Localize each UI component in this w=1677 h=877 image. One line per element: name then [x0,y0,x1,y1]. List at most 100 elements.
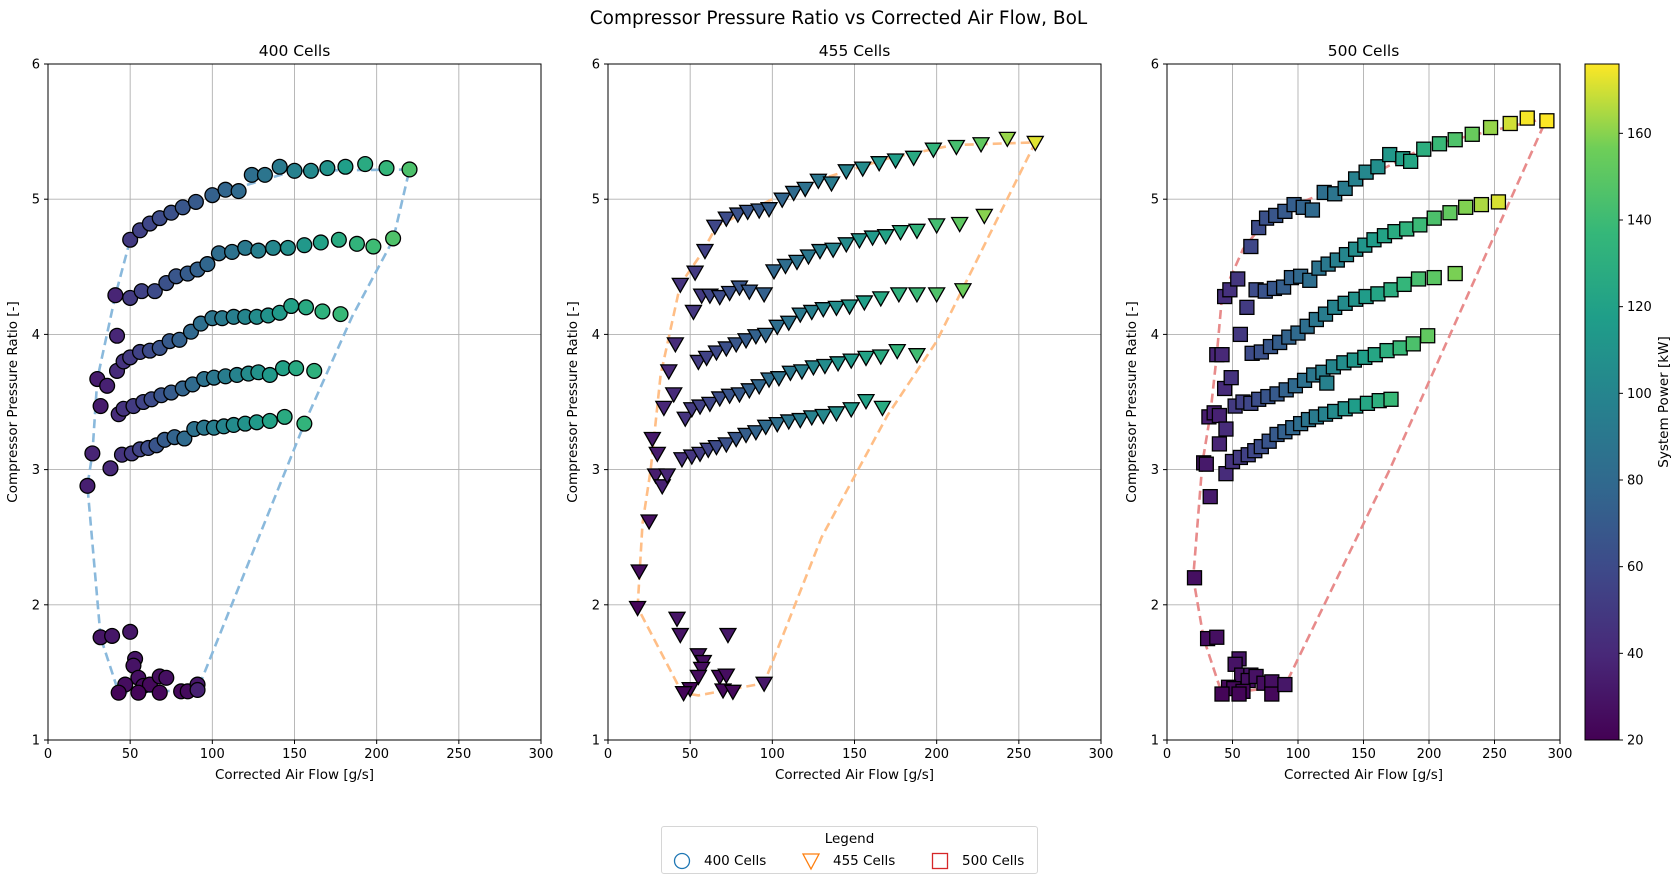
data-point [695,243,715,260]
x-axis-label: Corrected Air Flow [g/s] [775,767,934,783]
data-point [1447,265,1463,282]
x-tick-label: 50 [1224,747,1241,762]
data-point [781,365,800,382]
y-tick-label: 6 [592,58,600,73]
data-point [814,302,833,319]
data-point [1392,340,1408,356]
data-point [330,231,347,248]
data-point [1403,153,1419,169]
data-point [1232,326,1249,343]
data-point [727,431,746,448]
data-point [1426,269,1442,286]
x-tick-label: 0 [44,747,52,762]
data-point [707,345,726,362]
y-tick-label: 5 [1151,193,1159,208]
data-point [230,183,247,200]
y-tick-label: 6 [32,58,40,73]
data-point [1405,336,1421,352]
data-point [837,237,856,254]
data-point [759,202,779,218]
data-point [717,211,736,228]
data-point [837,164,856,181]
data-point [288,360,305,377]
y-tick-label: 4 [592,328,600,343]
data-point [924,142,943,159]
data-point [302,162,319,179]
legend-label: 500 Cells [962,853,1025,869]
data-point [1382,146,1398,163]
data-point [738,204,757,221]
data-point [1026,135,1045,152]
data-point [888,343,907,360]
data-point [248,414,265,431]
data-point [312,234,329,251]
data-point [827,406,846,423]
colorbar-label: System Power [kW] [1656,336,1672,467]
data-point [791,307,810,324]
data-point [802,410,821,427]
x-tick-label: 200 [924,747,949,762]
data-point [784,185,803,202]
data-point [199,256,216,273]
legend-entry-400-cells: 400 Cells [672,851,766,871]
data-point [871,291,890,308]
data-point [279,239,296,256]
data-point [779,414,798,431]
data-point [697,350,716,367]
data-point [122,623,139,640]
panel-title: 500 Cells [1328,42,1400,60]
y-tick-label: 5 [592,193,600,208]
data-point [728,207,747,224]
data-point [1502,115,1518,132]
data-point [740,383,759,400]
data-point [736,427,756,444]
data-point [856,350,876,367]
data-point [306,362,323,379]
data-point [953,283,973,300]
data-point [659,364,678,381]
data-point [1370,286,1386,302]
data-point [667,611,687,628]
data-point [947,139,966,156]
data-point [796,181,815,198]
data-point [1447,132,1463,148]
data-point [810,243,830,260]
x-tick-label: 150 [842,747,867,762]
data-point [824,242,843,259]
data-point [750,379,769,396]
data-point [842,353,861,370]
data-point [171,331,188,348]
data-point [1231,686,1247,702]
data-point [746,425,766,442]
data-point [1416,141,1432,157]
data-point [648,446,667,463]
data-point [779,315,798,332]
y-tick-label: 3 [1151,463,1159,478]
data-point [927,218,946,235]
data-point [110,684,127,701]
legend-label: 455 Cells [833,853,896,869]
data-point [1264,686,1280,702]
data-point [891,224,910,241]
data-point [1396,276,1412,293]
data-point [871,349,890,366]
data-point [814,408,833,425]
data-point [842,402,861,419]
colorbar-tick-label: 140 [1627,214,1652,229]
data-point [1490,194,1507,210]
data-point [886,153,905,170]
data-point [639,514,659,531]
data-point [286,162,303,179]
data-point [646,468,665,485]
legend-title: Legend [824,831,875,847]
data-point [870,156,889,173]
x-tick-label: 200 [1417,747,1442,762]
data-point [643,431,662,448]
y-tick-label: 2 [592,598,600,613]
data-point [99,377,116,394]
data-point [1426,210,1442,226]
data-point [1383,282,1399,298]
data-point [791,412,810,429]
data-point [1304,202,1321,218]
data-point [1319,375,1335,391]
